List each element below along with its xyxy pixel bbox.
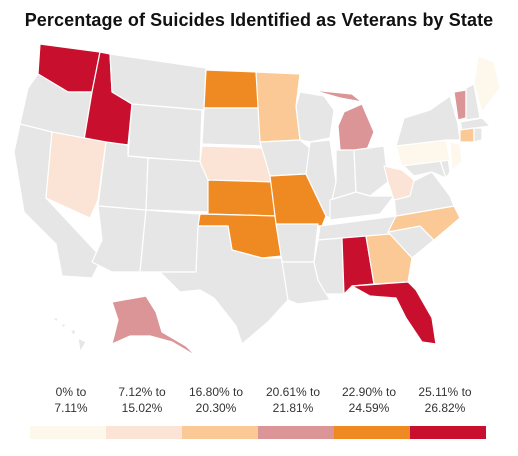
state-ma [459,117,491,131]
state-nm [139,209,201,273]
state-ne [199,145,273,183]
state-me [473,55,501,113]
legend-label-bin-6: 25.11% to 26.82% [418,385,472,415]
legend-swatch-bin-3 [182,426,258,439]
state-ny [395,95,461,147]
legend-label-bin-2: 7.12% to 15.02% [118,385,166,415]
state-ga [365,233,413,285]
map-title: Percentage of Suicides Identified as Vet… [24,10,494,30]
state-sd [201,107,263,147]
state-ak [111,295,197,357]
legend-label-bin-5: 22.90% to 24.59% [341,385,397,415]
state-mn [255,71,301,143]
state-tx [159,225,289,345]
state-hi [51,317,87,353]
state-nd [203,69,261,109]
legend-swatch-bin-4 [258,426,334,439]
state-az [91,205,147,273]
state-wy [127,103,203,163]
state-fl [351,281,437,345]
state-co [145,157,211,213]
legend-swatch-bin-2 [106,426,182,439]
legend-color-bar [30,426,486,439]
state-ar [275,223,319,263]
state-wi [295,91,335,143]
legend-swatch-bin-1 [30,426,106,439]
legend-label-bin-1: 0% to 7.11% [54,385,88,415]
state-ri [473,127,483,143]
legend-label-bin-4: 20.61% to 21.81% [265,385,321,415]
legend-swatch-bin-5 [334,426,410,439]
state-ct [459,127,475,143]
state-wv [383,165,415,201]
state-nv [45,131,107,219]
legend-swatch-bin-6 [410,426,486,439]
state-ks [207,179,277,217]
state-nj [449,141,463,171]
state-oh [353,145,389,197]
legend-label-bin-3: 16.80% to 20.30% [188,385,244,415]
